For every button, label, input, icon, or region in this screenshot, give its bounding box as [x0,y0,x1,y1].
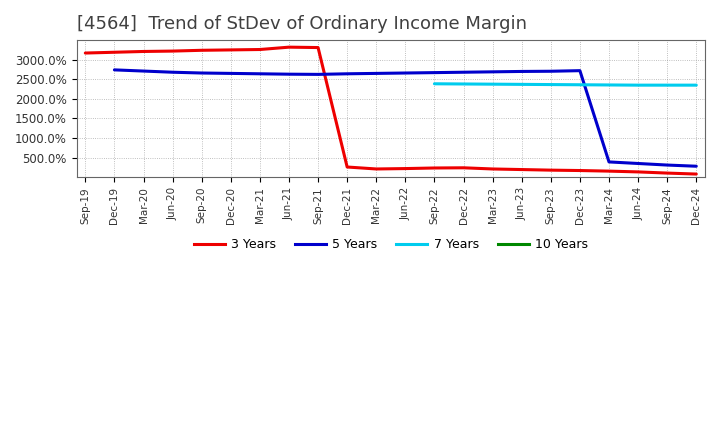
3 Years [197,48,206,53]
7 Years [518,82,526,87]
5 Years [197,70,206,76]
3 Years [575,168,584,173]
5 Years [372,71,381,76]
5 Years [692,164,701,169]
Text: [4564]  Trend of StDev of Ordinary Income Margin: [4564] Trend of StDev of Ordinary Income… [76,15,526,33]
5 Years [430,70,438,75]
3 Years [401,166,410,171]
7 Years [546,82,555,87]
3 Years [663,170,672,176]
3 Years [227,47,235,52]
5 Years [488,69,497,74]
5 Years [605,159,613,165]
5 Years [314,72,323,77]
3 Years [110,50,119,55]
7 Years [605,82,613,88]
5 Years [401,70,410,76]
3 Years [518,167,526,172]
7 Years [634,83,642,88]
5 Years [546,69,555,74]
3 Years [256,47,264,52]
5 Years [110,67,119,73]
5 Years [575,68,584,73]
5 Years [634,161,642,166]
5 Years [256,71,264,77]
3 Years [488,166,497,172]
3 Years [81,51,90,56]
5 Years [663,162,672,168]
3 Years [343,165,351,170]
3 Years [546,168,555,173]
5 Years [459,70,468,75]
5 Years [518,69,526,74]
3 Years [314,45,323,50]
7 Years [430,81,438,86]
3 Years [459,165,468,170]
5 Years [227,71,235,76]
7 Years [575,82,584,88]
3 Years [168,48,177,54]
5 Years [168,70,177,75]
Line: 7 Years: 7 Years [434,84,696,85]
3 Years [605,169,613,174]
3 Years [692,172,701,177]
5 Years [284,72,293,77]
Line: 5 Years: 5 Years [114,70,696,166]
3 Years [634,169,642,175]
3 Years [372,166,381,172]
5 Years [139,68,148,73]
3 Years [284,44,293,50]
Legend: 3 Years, 5 Years, 7 Years, 10 Years: 3 Years, 5 Years, 7 Years, 10 Years [189,233,593,256]
7 Years [663,83,672,88]
7 Years [488,81,497,87]
3 Years [430,165,438,171]
Line: 3 Years: 3 Years [86,47,696,174]
5 Years [343,71,351,77]
7 Years [459,81,468,87]
7 Years [692,83,701,88]
3 Years [139,49,148,54]
